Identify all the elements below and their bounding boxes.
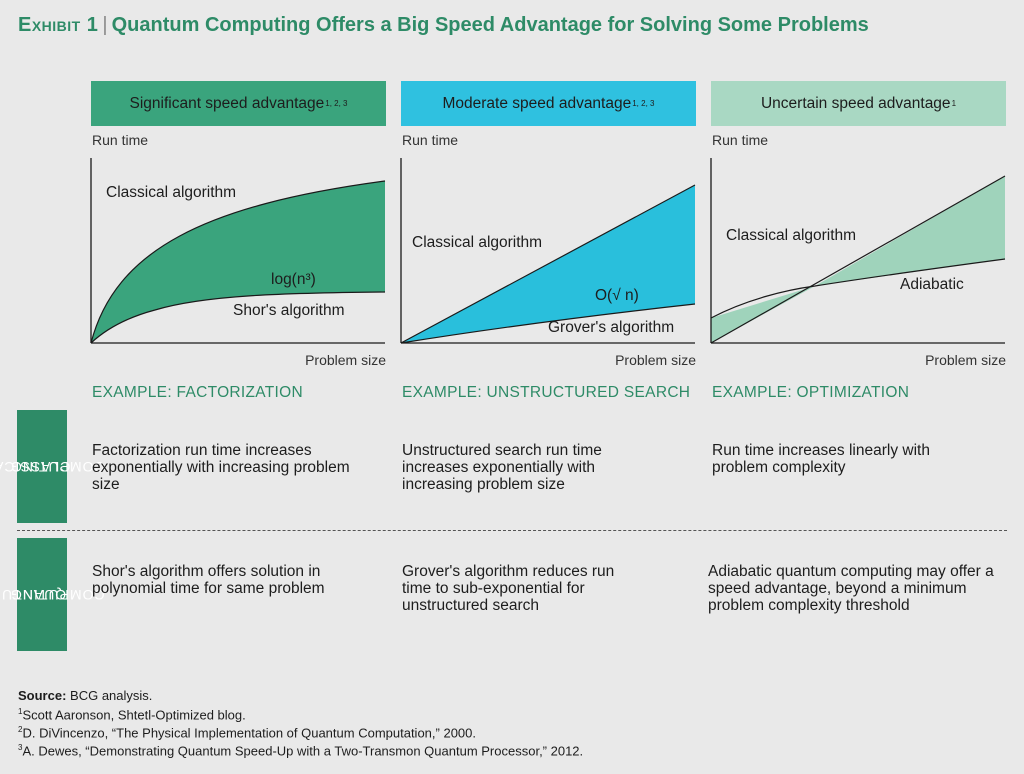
curve-label-classical: Classical algorithm	[726, 227, 857, 244]
grover-curve	[400, 303, 696, 344]
divider-dashed	[17, 530, 1007, 531]
example-factorization: EXAMPLE: FACTORIZATION	[92, 384, 304, 401]
curve-label-shor: Shor's algorithm	[233, 302, 345, 319]
y-axis-label: Run time	[712, 132, 769, 148]
exhibit-number: Exhibit 1	[18, 14, 99, 36]
footnote-number: 1	[18, 707, 23, 716]
y-axis-label: Run time	[92, 132, 149, 148]
title-separator: |	[102, 14, 108, 36]
shor-curve	[90, 291, 386, 344]
footnote-number: 3	[18, 743, 23, 752]
quantum-desc-shor: Shor's algorithm offers solution in poly…	[92, 563, 325, 597]
curve-label-log: log(n³)	[271, 271, 316, 288]
curve-label-grover: Grover's algorithm	[548, 319, 675, 336]
panel-header-uncertain: Uncertain speed advantage 1	[711, 81, 1006, 126]
curve-label-classical: Classical algorithm	[106, 184, 237, 201]
y-axis-label: Run time	[402, 132, 459, 148]
side-label-line: COMPUTING	[9, 587, 105, 603]
classical-desc-factorization: Factorization run time increases exponen…	[92, 442, 350, 493]
source-line: Source: BCG analysis.	[18, 688, 152, 703]
footnote-number: 2	[18, 725, 23, 734]
quantum-computing-label: QUANTUMCOMPUTING	[0, 538, 104, 651]
panel-header-footnote: 1, 2, 3	[325, 99, 348, 108]
footnote-text: D. DiVincenzo, “The Physical Implementat…	[22, 725, 476, 741]
panel-header-moderate: Moderate speed advantage 1, 2, 3	[401, 81, 696, 126]
chart-uncertain	[710, 158, 1006, 344]
x-axis-label: Problem size	[615, 352, 696, 368]
adiabatic-curve	[710, 258, 1006, 319]
source-text: BCG analysis.	[70, 688, 153, 703]
panel-header-label: Moderate speed advantage	[442, 94, 632, 112]
footnote-text: Scott Aaronson, Shtetl-Optimized blog.	[22, 707, 246, 723]
classical-desc-optimization: Run time increases linearly with problem…	[712, 442, 930, 476]
quantum-desc-adiabatic: Adiabatic quantum computing may offer a …	[708, 563, 994, 614]
x-axis-label: Problem size	[925, 352, 1006, 368]
panel-header-label: Uncertain speed advantage	[760, 94, 951, 112]
classical-line	[400, 184, 696, 344]
panel-header-footnote: 1, 2, 3	[632, 99, 655, 108]
panel-header-significant: Significant speed advantage 1, 2, 3	[91, 81, 386, 126]
classical-curve	[90, 180, 386, 344]
footnote-2: 2D. DiVincenzo, “The Physical Implementa…	[18, 725, 476, 740]
curve-label-classical: Classical algorithm	[412, 234, 543, 251]
chart-significant	[90, 158, 386, 344]
source-label: Source:	[18, 688, 67, 703]
exhibit-title: Exhibit 1 | Quantum Computing Offers a Big…	[18, 14, 869, 37]
quantum-desc-grover: Grover's algorithm reduces run time to s…	[402, 563, 615, 614]
panel-header-label: Significant speed advantage	[129, 94, 325, 112]
title-text: Quantum Computing Offers a Big Speed Adv…	[111, 14, 869, 36]
classical-computing-label: CLASSICALCOMPUTING	[0, 410, 104, 523]
chart-moderate	[400, 158, 696, 344]
footnote-text: A. Dewes, “Demonstrating Quantum Speed-U…	[22, 743, 584, 759]
curve-label-adiabatic: Adiabatic	[900, 276, 964, 293]
example-optimization: EXAMPLE: OPTIMIZATION	[712, 384, 910, 401]
footnote-3: 3A. Dewes, “Demonstrating Quantum Speed-…	[18, 743, 583, 758]
side-label-line: COMPUTING	[9, 459, 105, 475]
advantage-area	[91, 181, 385, 343]
curve-label-osqrt: O(√ n)	[595, 287, 639, 304]
classical-desc-unstructured-search: Unstructured search run time increases e…	[402, 442, 602, 493]
classical-line	[710, 175, 1006, 344]
footnote-1: 1Scott Aaronson, Shtetl-Optimized blog.	[18, 707, 246, 722]
x-axis-label: Problem size	[305, 352, 386, 368]
example-unstructured-search: EXAMPLE: UNSTRUCTURED SEARCH	[402, 384, 691, 401]
panel-header-footnote: 1	[951, 99, 957, 108]
